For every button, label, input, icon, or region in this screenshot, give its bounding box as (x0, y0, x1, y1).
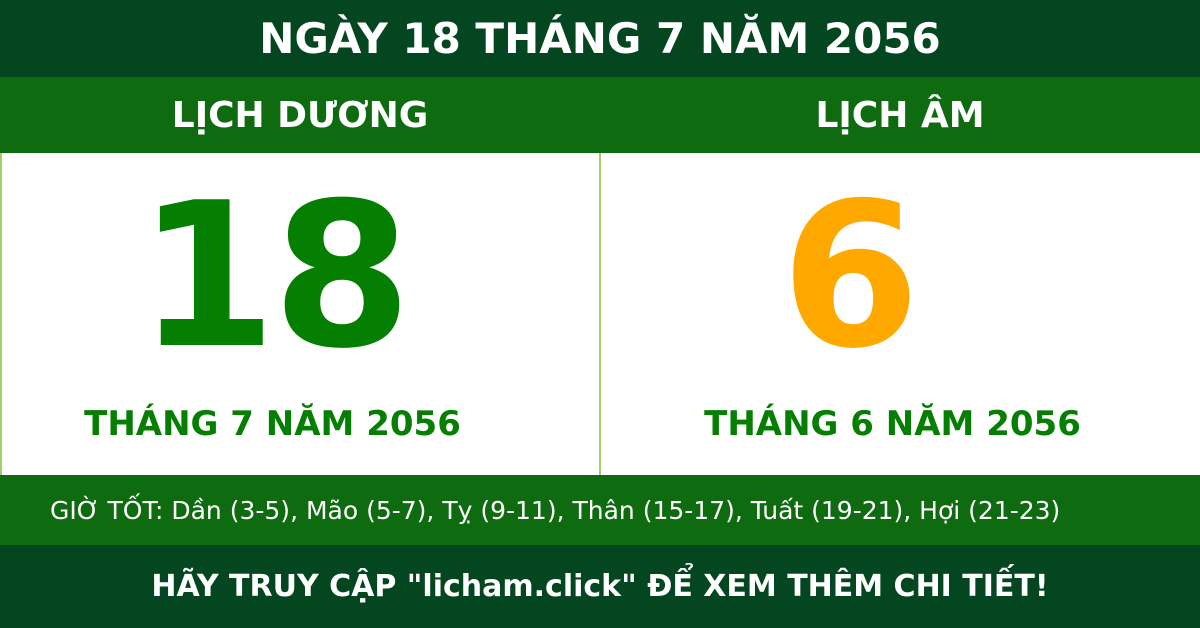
lunar-month-year: THÁNG 6 NĂM 2056 (704, 404, 1081, 444)
lunar-heading: LỊCH ÂM (815, 94, 985, 136)
lunar-day: 6 (780, 160, 920, 393)
page-title: NGÀY 18 THÁNG 7 NĂM 2056 (0, 0, 1200, 77)
footer-cta: HÃY TRUY CẬP "licham.click" ĐỂ XEM THÊM … (0, 545, 1200, 628)
lunar-column: 6 THÁNG 6 NĂM 2056 (601, 153, 1200, 475)
solar-column: 18 THÁNG 7 NĂM 2056 (0, 153, 599, 475)
column-headers: LỊCH DƯƠNG LỊCH ÂM (0, 77, 1200, 153)
left-border (0, 153, 2, 475)
solar-day: 18 (137, 160, 411, 393)
good-hours: GIỜ TỐT: Dần (3-5), Mão (5-7), Tỵ (9-11)… (0, 475, 1200, 545)
solar-month-year: THÁNG 7 NĂM 2056 (84, 404, 461, 444)
solar-heading: LỊCH DƯƠNG (171, 94, 429, 136)
column-divider (599, 153, 601, 475)
